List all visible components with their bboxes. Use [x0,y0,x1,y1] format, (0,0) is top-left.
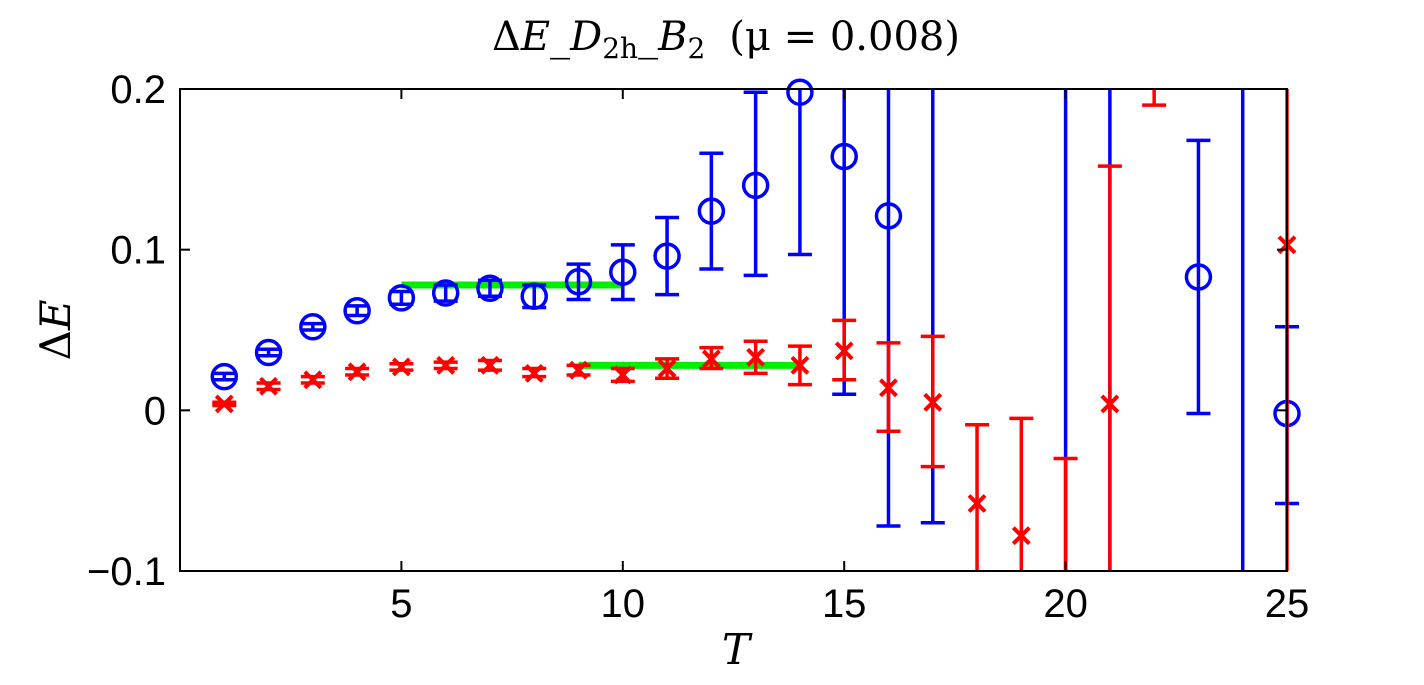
cross-stroke [923,392,943,412]
blue-circles-marker [210,362,239,391]
blue-circles-marker [431,279,460,307]
red-crosses-marker [436,355,456,375]
red-crosses-marker [303,370,323,390]
red-crosses-marker [1100,394,1120,414]
blue-circles-marker [299,313,327,341]
cross-stroke [569,360,588,380]
blue-circles-marker [254,338,283,367]
y-tick-label: 0 [144,389,166,433]
red-crosses-marker [1011,526,1031,546]
red-crosses-marker [347,362,367,382]
blue-circles-marker [830,142,858,171]
blue-circles-marker [653,242,681,270]
red-crosses-marker [480,355,500,375]
title-sep1: _ [550,14,570,60]
red-crosses-marker [834,341,854,361]
cross-stroke [657,359,677,378]
axis-ticks: 5 10 15 20 25 −0.1 0 0.1 0.2 [87,68,1309,626]
y-axis-label: ΔE [31,299,80,360]
red-crosses-marker [524,363,544,383]
cross-stroke [1011,526,1031,546]
red-crosses-marker [923,392,943,412]
x-tick-label: 25 [1265,582,1310,626]
cross-stroke [613,365,633,385]
red-crosses-marker [613,365,633,385]
x-tick-label: 10 [601,582,646,626]
title-mu: (μ = 0.008) [729,14,960,60]
x-tick-label: 15 [822,582,867,626]
cross-stroke [746,347,766,367]
blue-circles-marker [697,197,726,225]
ylabel-delta: Δ [31,330,80,360]
blue-circles-marker [520,282,548,311]
red-crosses-marker [790,355,810,375]
blue-circles-marker [1184,263,1213,291]
title-sep2: _ [638,14,658,60]
cross-stroke [834,341,854,361]
title-d-sub: 2h [602,32,638,65]
cross-stroke [347,362,367,382]
title-b: B [657,14,687,60]
title-b-sub: 2 [687,32,705,65]
x-tick-label: 20 [1043,582,1088,626]
blue-circles-marker [476,274,504,302]
cross-stroke [303,370,323,390]
blue-circles-marker [609,258,637,286]
red-crosses-marker [746,347,766,367]
y-tick-label: −0.1 [87,550,166,594]
cross-stroke [214,394,234,414]
x-axis-label: T [722,625,753,674]
red-crosses-marker [657,359,677,378]
red-crosses-marker [701,349,721,369]
cross-stroke [259,376,278,396]
blue-circles-marker [874,202,903,230]
cross-stroke [790,355,810,375]
y-tick-label: 0.1 [110,229,166,273]
red-crosses-marker [967,494,987,513]
axes-box [179,88,1288,572]
title-e: E [520,14,550,60]
plot-area [210,78,1301,571]
cross-stroke [436,355,456,375]
cross-stroke [967,494,987,513]
blue-circles-marker [387,284,416,312]
blue-circles-marker [343,296,371,325]
blue-circles-marker [786,78,814,106]
cross-stroke [701,349,721,369]
cross-stroke [1100,394,1120,414]
title-delta: Δ [492,14,521,60]
x-tick-label: 5 [390,582,412,626]
cross-stroke [391,357,411,377]
cross-stroke [524,363,544,383]
red-crosses-marker [259,376,278,396]
red-crosses-marker [214,394,234,414]
blue-circles-marker [741,171,770,200]
cross-stroke [480,355,500,375]
red-crosses-marker [569,360,588,380]
red-crosses-marker [391,357,411,377]
title-d: D [569,14,602,60]
red-crosses-marker [879,378,898,398]
chart-title: ΔE_D2h_B2 (μ = 0.008) [492,14,960,65]
blue-circles-marker [564,268,593,296]
ylabel-e: E [31,299,80,331]
cross-stroke [879,378,898,398]
y-tick-label: 0.2 [110,68,166,112]
